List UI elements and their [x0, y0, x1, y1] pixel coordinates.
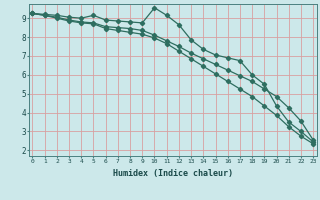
X-axis label: Humidex (Indice chaleur): Humidex (Indice chaleur) [113, 169, 233, 178]
